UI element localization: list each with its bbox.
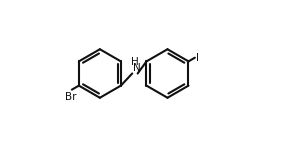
Text: Br: Br xyxy=(65,92,77,102)
Text: N: N xyxy=(133,63,141,73)
Text: H: H xyxy=(131,57,139,67)
Text: I: I xyxy=(196,53,199,63)
